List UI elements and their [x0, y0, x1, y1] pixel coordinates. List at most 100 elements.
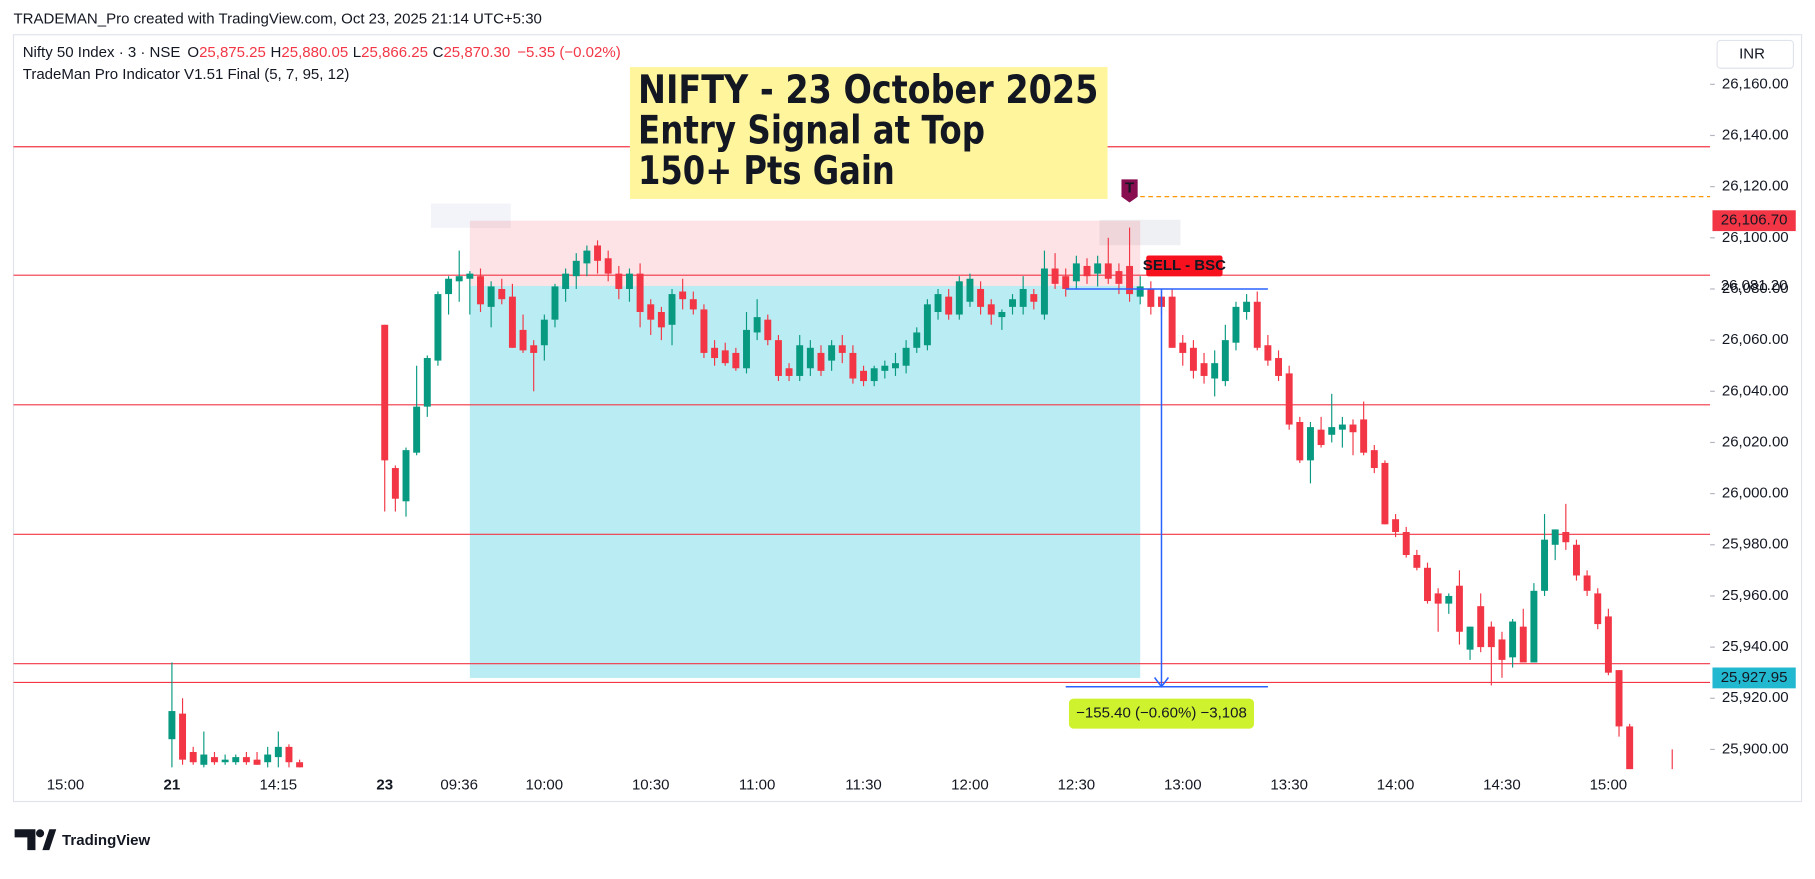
logo-shape	[36, 829, 45, 838]
candle-body	[1594, 593, 1602, 625]
ohlc-key: O	[187, 44, 199, 61]
logo-shape	[42, 829, 57, 851]
candle-body	[1434, 593, 1442, 604]
signal-label: T	[1125, 180, 1135, 197]
candle-body	[1551, 529, 1559, 545]
y-tick-label: 26,100.00	[1722, 229, 1789, 246]
candle-body	[1126, 265, 1134, 295]
candle-body	[253, 759, 261, 765]
y-tick-label: 26,120.00	[1722, 178, 1789, 195]
candle-body	[796, 345, 804, 376]
y-tick-label: 25,980.00	[1722, 536, 1789, 553]
candle-body	[1211, 363, 1219, 379]
price-label-box	[1712, 210, 1796, 232]
candle-body	[785, 368, 793, 376]
currency-box	[1716, 39, 1795, 69]
candle-body	[168, 711, 176, 740]
candle-body	[1019, 288, 1027, 307]
candle-body	[1487, 626, 1495, 648]
candle-body	[700, 309, 708, 353]
change: −5.35 (−0.02%)	[517, 44, 621, 61]
candle-body	[1424, 567, 1431, 602]
candle-body	[774, 340, 782, 376]
candle-body	[1541, 539, 1549, 591]
candle-body	[870, 368, 878, 382]
candle-body	[1477, 606, 1485, 648]
candle-body	[1466, 626, 1474, 650]
candle-body	[1285, 373, 1293, 425]
candle-body	[1030, 294, 1038, 302]
x-tick-label: 12:30	[1058, 776, 1096, 793]
candle-body	[934, 294, 942, 312]
candle-body	[296, 762, 304, 768]
y-tick-label: 26,060.00	[1722, 331, 1789, 348]
candle-body	[1275, 358, 1283, 376]
zone-highlight	[430, 203, 511, 228]
y-tick-label: 26,000.00	[1722, 485, 1789, 502]
candle-body	[594, 245, 602, 261]
annotation-line: 150+ Pts Gain	[638, 149, 895, 194]
candle-body	[1094, 263, 1102, 274]
candle-body	[668, 294, 676, 325]
candle-body	[817, 352, 825, 371]
y-tick-label: 26,020.00	[1722, 433, 1789, 450]
candle-body	[264, 754, 272, 763]
candle-body	[966, 278, 974, 302]
x-tick-label: 11:30	[845, 776, 881, 793]
caption: TRADEMAN_Pro created with TradingView.co…	[13, 11, 541, 28]
x-tick-label: 15:00	[1590, 776, 1628, 793]
result-box	[1068, 698, 1255, 729]
candle-body	[1413, 555, 1421, 568]
candle-body	[179, 713, 187, 760]
y-tick-label: 26,080.00	[1722, 280, 1789, 297]
candle-body	[1168, 296, 1176, 348]
candle-body	[1604, 616, 1612, 673]
candle-body	[764, 319, 772, 341]
y-tick-label: 25,900.00	[1722, 740, 1789, 757]
plot-area	[13, 146, 1711, 770]
candle-body	[1147, 288, 1155, 307]
candle-body	[487, 286, 495, 307]
candle-body	[1200, 363, 1208, 376]
candle-body	[232, 757, 240, 763]
candle-body	[242, 757, 250, 763]
candle-body	[1328, 427, 1336, 435]
candle-body	[721, 350, 729, 364]
candle-body	[402, 450, 410, 502]
candle-body	[732, 352, 740, 369]
candle-body	[1189, 347, 1197, 371]
candle-body	[1455, 585, 1463, 632]
candle-body	[977, 288, 985, 307]
price-label: 26,081.20	[1721, 277, 1788, 294]
candle-body	[647, 304, 655, 320]
candle-body	[902, 347, 910, 366]
price-label: 25,927.95	[1721, 669, 1788, 686]
candle-body	[711, 347, 719, 359]
logo-shape	[14, 829, 36, 851]
candle-body	[625, 273, 633, 289]
x-tick-label: 23	[376, 776, 393, 793]
candle-body	[657, 311, 665, 328]
candle-body	[1509, 621, 1517, 658]
x-tick-label: 10:00	[526, 776, 564, 793]
candle-body	[434, 294, 442, 361]
candle-body	[913, 332, 921, 348]
candle-body	[445, 278, 453, 295]
candle-body	[211, 757, 218, 763]
chart-frame	[12, 34, 1803, 803]
candle-body	[860, 370, 868, 382]
y-tick-label: 25,940.00	[1722, 638, 1789, 655]
symbol: Nifty 50 Index · 3 · NSE	[23, 44, 181, 61]
candle-body	[200, 754, 208, 765]
indicator-label: TradeMan Pro Indicator V1.51 Final (5, 7…	[23, 66, 350, 83]
candle-body	[530, 345, 538, 353]
candle-body	[1381, 462, 1389, 525]
candle-body	[636, 273, 644, 312]
ohlc-value: 25,880.05	[281, 44, 348, 61]
zone-highlight	[1099, 219, 1181, 246]
candle-body	[892, 363, 899, 369]
candle-body	[689, 299, 697, 310]
price-label: 26,106.70	[1721, 212, 1788, 229]
candle-body	[1243, 301, 1251, 312]
